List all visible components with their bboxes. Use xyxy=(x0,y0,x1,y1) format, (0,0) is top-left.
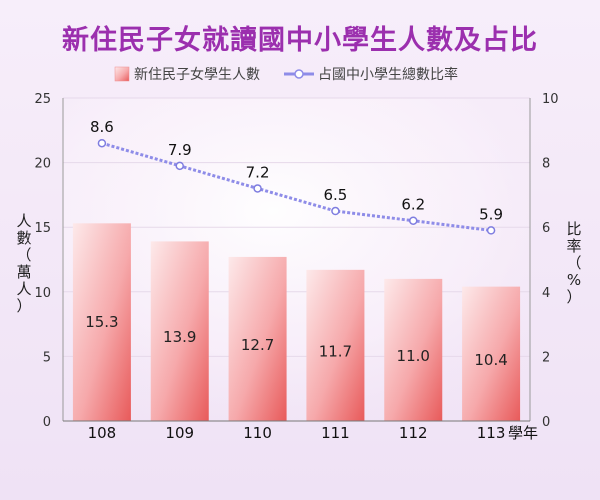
bar-value-label: 10.4 xyxy=(474,351,507,369)
legend-bar-swatch xyxy=(114,66,130,82)
y-right-tick-label: 6 xyxy=(542,221,550,236)
gridlines xyxy=(63,97,530,357)
y-left-tick-label: 0 xyxy=(43,415,51,430)
ratio-value-label: 5.9 xyxy=(479,205,503,223)
y-right-axis-label: 比率（%） xyxy=(566,220,581,306)
y-right-tick-label: 10 xyxy=(542,92,559,107)
y-right-tick-label: 8 xyxy=(542,157,550,172)
ratio-point-108 xyxy=(97,138,107,148)
x-axis-suffix: 學年 xyxy=(508,424,538,442)
legend: 新住民子女學生人數 占國中小學生總數比率 xyxy=(114,66,458,83)
bar-112 xyxy=(384,278,443,421)
ratio-point-113 xyxy=(486,226,496,235)
x-tick-label: 110 xyxy=(243,424,272,442)
ratio-value-label: 6.2 xyxy=(401,196,425,214)
bar-value-label: 11.7 xyxy=(319,342,352,360)
ratio-value-label: 6.5 xyxy=(323,186,347,204)
plot-area xyxy=(62,98,530,421)
x-tick-label: 112 xyxy=(399,424,428,442)
bar-110 xyxy=(228,256,287,421)
x-tick-label: 109 xyxy=(165,424,194,442)
x-tick-label: 111 xyxy=(321,424,350,442)
legend-line-marker xyxy=(294,69,304,79)
bar-value-label: 15.3 xyxy=(85,313,118,331)
ratio-value-label: 7.9 xyxy=(168,141,192,159)
ratio-point-109 xyxy=(175,161,184,171)
y-left-axis-label: 人數（萬人） xyxy=(16,212,31,315)
ratio-value-labels: 8.6 7.9 7.2 6.5 6.2 5.9 xyxy=(90,118,503,223)
bar-value-labels: 15.3 13.9 12.7 11.7 11.0 10.4 xyxy=(85,313,508,369)
y-left-ticks: 0 5 10 15 20 25 xyxy=(34,92,51,430)
bar-108 xyxy=(72,223,131,421)
y-right-tick-label: 4 xyxy=(542,286,550,301)
bar-value-label: 12.7 xyxy=(241,336,274,354)
legend-line-label: 占國中小學生總數比率 xyxy=(318,66,458,83)
bar-113 xyxy=(462,286,521,421)
y-left-tick-label: 20 xyxy=(34,157,51,172)
bar-109 xyxy=(150,241,209,421)
y-right-tick-label: 0 xyxy=(542,415,550,430)
ratio-point-111 xyxy=(331,206,340,216)
bar-series xyxy=(72,223,521,421)
y-left-tick-label: 25 xyxy=(34,92,51,107)
legend-bar-label: 新住民子女學生人數 xyxy=(134,66,260,83)
ratio-value-label: 8.6 xyxy=(90,118,114,136)
ratio-line xyxy=(101,141,492,232)
x-tick-label: 113 xyxy=(477,424,506,442)
bar-value-label: 11.0 xyxy=(397,347,430,365)
y-right-tick-label: 2 xyxy=(542,350,550,365)
bar-111 xyxy=(306,269,365,421)
y-left-tick-label: 15 xyxy=(34,221,51,236)
ratio-points xyxy=(97,138,496,235)
ratio-point-112 xyxy=(409,216,418,225)
y-right-ticks: 0 2 4 6 8 10 xyxy=(542,92,559,430)
x-tick-label: 108 xyxy=(88,424,117,442)
ratio-value-label: 7.2 xyxy=(246,163,270,181)
y-left-tick-label: 5 xyxy=(43,350,51,365)
bar-value-label: 13.9 xyxy=(163,328,196,346)
ratio-point-110 xyxy=(253,184,262,193)
chart-title: 新住民子女就讀國中小學生人數及占比 xyxy=(62,25,538,56)
y-left-tick-label: 10 xyxy=(34,286,51,301)
x-ticks: 108 109 110 111 112 113 xyxy=(88,424,506,442)
